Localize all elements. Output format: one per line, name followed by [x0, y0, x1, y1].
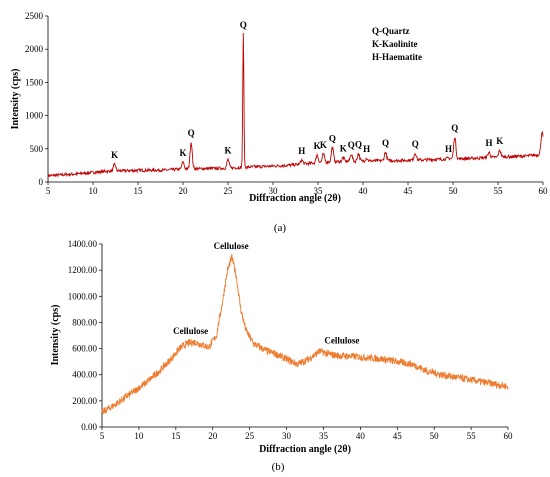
- chart-b-annotation: Cellulose: [214, 241, 249, 251]
- chart-b-caption: (b): [272, 461, 285, 473]
- chart-b-y-tick-label: 0.00: [81, 422, 97, 432]
- chart-a-x-ticks: 5 10 15 20 25 30 35 40 45 50 55 60: [46, 182, 548, 196]
- chart-b-x-tick-label: 10: [134, 431, 144, 441]
- chart-b-x-axis-title: Diffraction angle (2θ): [259, 444, 351, 455]
- chart-b-y-tick-label: 1400.00: [68, 239, 98, 249]
- chart-a-peak-label: H: [445, 144, 452, 154]
- chart-b-y-tick-label: 600.00: [72, 344, 97, 354]
- chart-a: 0 500 1000 1500 2000 2500 5 10 15 20 25 30 35 40 45 50…: [10, 11, 548, 234]
- chart-a-peak-label: H: [485, 138, 492, 148]
- chart-a-legend-quartz: Q-Quartz: [372, 26, 410, 36]
- chart-b-y-tick-label: 800.00: [72, 317, 97, 327]
- chart-a-peak-label: K: [111, 150, 118, 160]
- chart-b-annotation: Cellulose: [324, 335, 359, 345]
- chart-a-y-ticks: 0 500 1000 1500 2000 2500: [25, 11, 48, 187]
- chart-a-x-axis-title: Diffraction angle (2θ): [249, 193, 341, 204]
- chart-a-peak-label: Q: [188, 128, 195, 138]
- chart-a-peak-label: Q: [382, 138, 389, 148]
- chart-a-peak-label: Q: [412, 139, 419, 149]
- chart-a-peak-label: K: [224, 145, 231, 155]
- chart-b-annotation: Cellulose: [173, 326, 208, 336]
- chart-b-x-tick-label: 20: [208, 431, 218, 441]
- chart-b-y-ticks: 0.00 200.00 400.00 600.00 800.00 1000.00 1200.…: [68, 239, 102, 432]
- chart-a-x-tick-label: 60: [539, 186, 549, 196]
- chart-a-x-tick-label: 35: [314, 186, 324, 196]
- chart-a-y-tick-label: 2500: [25, 11, 44, 21]
- chart-a-peak-label: K: [340, 143, 347, 153]
- chart-a-y-tick-label: 1500: [25, 77, 44, 87]
- chart-a-x-tick-label: 50: [449, 186, 459, 196]
- chart-b-x-tick-label: 45: [393, 431, 403, 441]
- chart-b-y-tick-label: 1200.00: [68, 265, 98, 275]
- chart-a-peak-label: Q: [240, 20, 247, 30]
- chart-a-peak-label: K: [496, 136, 503, 146]
- chart-b-y-tick-label: 1000.00: [68, 291, 98, 301]
- chart-a-peak-label: Q: [451, 123, 458, 133]
- chart-b-x-tick-label: 25: [245, 431, 255, 441]
- chart-a-peak-label: K: [314, 141, 321, 151]
- chart-a-x-tick-label: 15: [134, 186, 144, 196]
- chart-b-x-tick-label: 50: [430, 431, 440, 441]
- chart-a-legend-kaolinite: K-Kaolinite: [372, 39, 418, 49]
- chart-a-x-tick-label: 55: [494, 186, 504, 196]
- chart-a-series-line: [47, 32, 544, 178]
- chart-a-y-axis-title: Intensity (cps): [10, 69, 21, 130]
- chart-b-x-ticks: 5 10 15 20 25 30 35 40 45 50 55 60: [100, 427, 513, 441]
- chart-a-peak-label: H: [363, 144, 370, 154]
- chart-b-x-tick-label: 55: [467, 431, 477, 441]
- chart-b-y-axis-title: Intensity (cps): [50, 305, 61, 366]
- chart-a-y-tick-label: 0: [39, 177, 44, 187]
- chart-b-x-tick-label: 5: [100, 431, 105, 441]
- chart-a-peak-label: H: [298, 146, 305, 156]
- chart-a-x-tick-label: 45: [404, 186, 414, 196]
- chart-a-y-tick-label: 1000: [25, 111, 44, 121]
- chart-b: 0.00 200.00 400.00 600.00 800.00 1000.00 1200.…: [50, 239, 513, 473]
- chart-b-series-line: [101, 254, 509, 415]
- chart-b-y-tick-label: 200.00: [72, 396, 97, 406]
- chart-a-peak-label: K: [320, 140, 327, 150]
- chart-a-peak-label: Q: [348, 140, 355, 150]
- chart-b-x-tick-label: 35: [319, 431, 329, 441]
- chart-b-x-tick-label: 15: [171, 431, 181, 441]
- chart-b-x-tick-label: 30: [282, 431, 292, 441]
- chart-b-x-tick-label: 60: [504, 431, 514, 441]
- chart-a-y-tick-label: 2000: [25, 44, 44, 54]
- chart-a-peak-label: K: [179, 148, 186, 158]
- chart-a-peak-label: Q: [355, 139, 362, 149]
- chart-a-x-tick-label: 5: [46, 186, 51, 196]
- chart-a-x-tick-label: 40: [359, 186, 369, 196]
- chart-a-legend-haematite: H-Haematite: [372, 52, 422, 62]
- chart-a-caption: (a): [274, 222, 287, 234]
- chart-a-x-tick-label: 25: [224, 186, 234, 196]
- chart-b-y-tick-label: 400.00: [72, 370, 97, 380]
- chart-b-x-tick-label: 40: [356, 431, 366, 441]
- chart-a-peak-label: Q: [329, 133, 336, 143]
- chart-b-annotations: Cellulose Cellulose Cellulose: [173, 241, 359, 345]
- chart-a-x-tick-label: 20: [179, 186, 189, 196]
- chart-a-y-tick-label: 500: [30, 144, 44, 154]
- chart-a-x-tick-label: 30: [269, 186, 279, 196]
- chart-a-x-tick-label: 10: [89, 186, 99, 196]
